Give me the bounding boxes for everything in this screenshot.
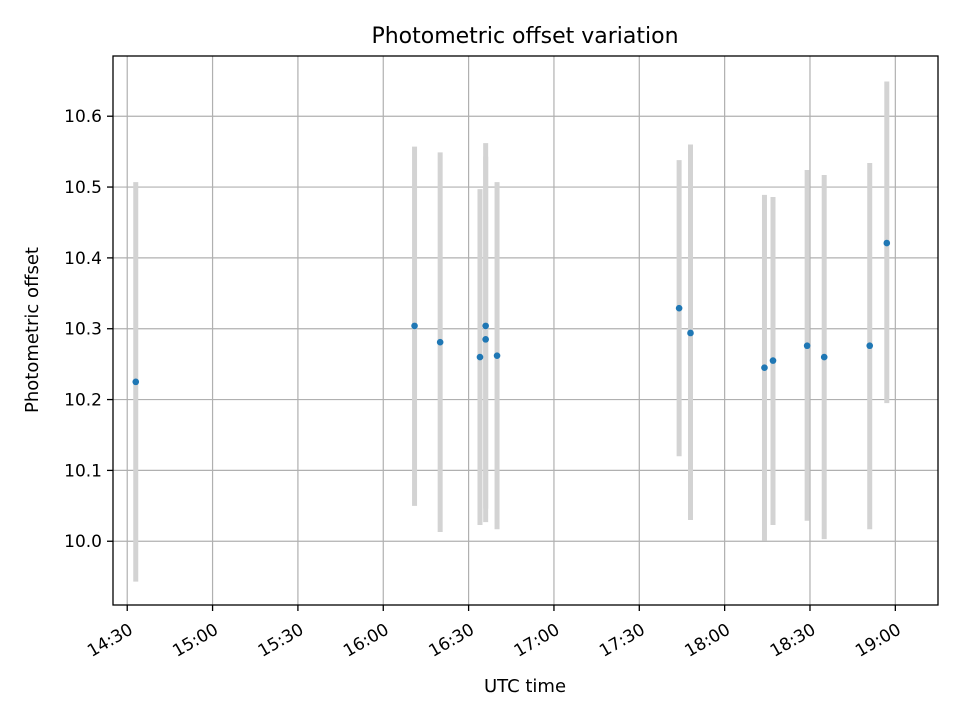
y-tick-label: 10.1 xyxy=(64,461,102,481)
y-tick-label: 10.2 xyxy=(64,391,102,411)
y-tick-label: 10.0 xyxy=(64,532,102,552)
y-tick-label: 10.6 xyxy=(64,107,102,127)
y-axis: 10.0 10.1 10.2 10.3 10.4 10.5 10.6 xyxy=(64,107,113,552)
data-point xyxy=(482,336,489,343)
y-tick-label: 10.5 xyxy=(64,178,102,198)
x-tick-label: 17:00 xyxy=(511,620,563,662)
data-point xyxy=(769,357,777,364)
y-tick-label: 10.3 xyxy=(64,320,102,340)
data-point xyxy=(436,338,444,346)
data-points xyxy=(132,239,891,386)
data-point xyxy=(761,364,768,371)
y-axis-label: Photometric offset xyxy=(22,247,43,413)
data-point xyxy=(476,353,484,361)
x-tick-label: 15:00 xyxy=(169,620,221,662)
x-tick-label: 16:00 xyxy=(340,620,392,662)
x-tick-label: 19:00 xyxy=(852,620,904,662)
data-point xyxy=(866,342,874,350)
x-tick-label: 16:30 xyxy=(425,620,477,662)
x-tick-label: 18:00 xyxy=(682,620,734,662)
data-point xyxy=(883,239,891,247)
x-tick-label: 17:30 xyxy=(596,620,648,662)
error-bars xyxy=(133,81,890,582)
x-axis: 14:30 15:00 15:30 16:00 16:30 17:00 17:30 18:00… xyxy=(84,605,905,662)
plot-frame xyxy=(112,55,939,606)
data-point xyxy=(411,322,418,330)
data-point xyxy=(675,304,683,312)
chart-title: Photometric offset variation xyxy=(371,24,678,49)
data-point xyxy=(132,378,140,386)
data-point xyxy=(803,342,811,350)
x-tick-label: 14:30 xyxy=(84,620,136,662)
x-tick-label: 18:30 xyxy=(767,620,819,662)
data-point xyxy=(687,329,694,337)
data-point xyxy=(482,322,489,330)
data-point xyxy=(820,353,828,361)
y-tick-label: 10.4 xyxy=(64,249,102,269)
x-tick-label: 15:30 xyxy=(255,620,307,662)
data-point xyxy=(493,352,501,359)
x-axis-label: UTC time xyxy=(484,676,566,697)
grid xyxy=(113,56,938,605)
